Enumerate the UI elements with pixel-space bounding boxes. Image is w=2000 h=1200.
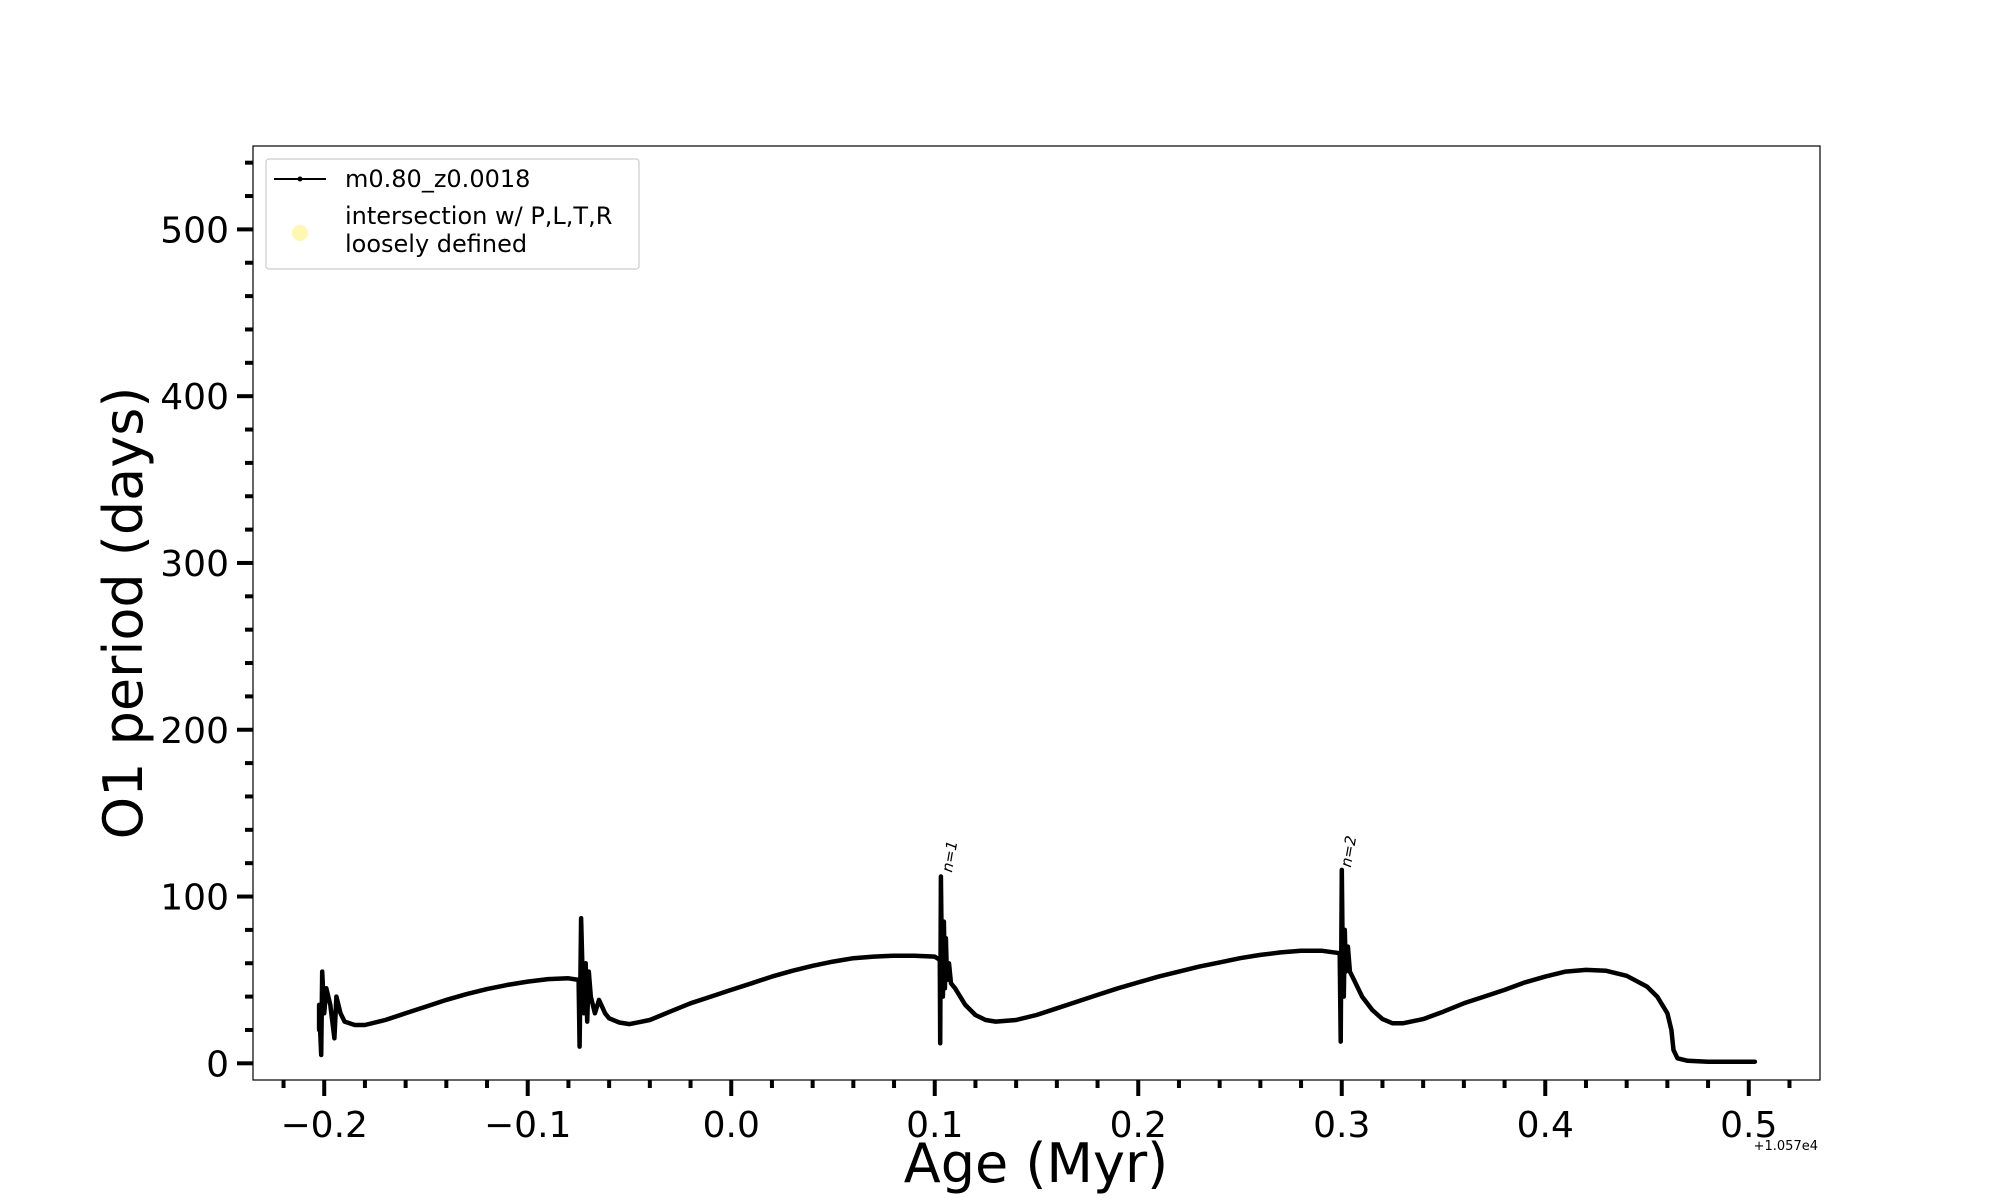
x-tick-label: −0.2	[281, 1105, 368, 1146]
y-tick-label: 400	[160, 377, 229, 418]
y-tick-label: 300	[160, 544, 229, 585]
x-offset-label: +1.057e4	[1754, 1139, 1818, 1154]
legend: m0.80_z0.0018 intersection w/ P,L,T,R lo…	[265, 158, 640, 270]
x-axis-label: Age (Myr)	[904, 1132, 1169, 1195]
peak-annotation: n=1	[938, 839, 961, 873]
y-tick-label: 500	[160, 210, 229, 251]
legend-box	[265, 158, 640, 270]
y-axis: 0 100 200 300 400 500	[160, 160, 253, 1085]
peak-annotation: n=2	[1337, 834, 1360, 868]
legend-label-series: m0.80_z0.0018	[345, 165, 530, 193]
legend-circle-marker	[292, 225, 308, 241]
legend-label-intersection-line2: loosely defined	[345, 230, 527, 258]
x-tick-label: 0.4	[1517, 1105, 1574, 1146]
y-axis-label: O1 period (days)	[92, 387, 155, 840]
x-tick-label: 0.1	[906, 1105, 963, 1146]
legend-label-intersection-line1: intersection w/ P,L,T,R	[345, 202, 612, 230]
x-tick-label: −0.1	[484, 1105, 571, 1146]
plot-area	[252, 145, 1821, 1081]
x-axis: −0.2 −0.1 0.0 0.1 0.2 0.3 0.4 0.5	[281, 1080, 1792, 1146]
x-tick-label: 0.2	[1110, 1105, 1167, 1146]
series-line	[316, 867, 1758, 1064]
annotations: n=1 n=2	[938, 834, 1360, 873]
legend-dot-marker	[297, 176, 303, 182]
x-tick-label: 0.5	[1720, 1105, 1777, 1146]
y-tick-label: 0	[206, 1044, 229, 1085]
series-layer	[316, 867, 1758, 1064]
x-tick-label: 0.3	[1313, 1105, 1370, 1146]
y-tick-label: 100	[160, 878, 229, 919]
y-tick-label: 200	[160, 711, 229, 752]
x-tick-label: 0.0	[703, 1105, 760, 1146]
